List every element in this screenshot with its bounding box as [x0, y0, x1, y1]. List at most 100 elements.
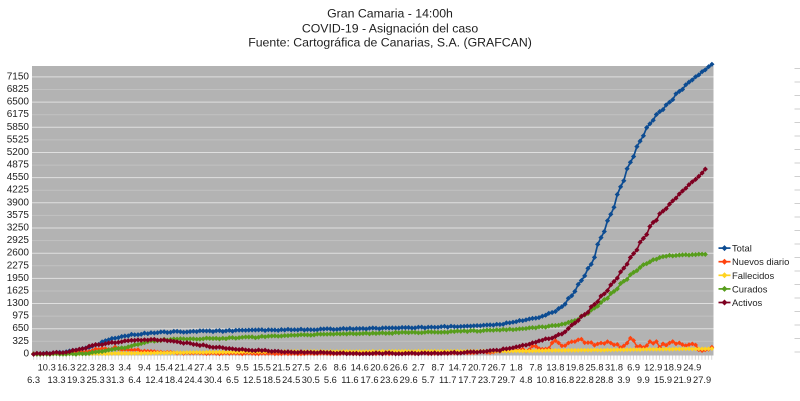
svg-text:14.6: 14.6 [351, 362, 369, 372]
svg-text:Fuente: Cartográfica de Canari: Fuente: Cartográfica de Canarias, S.A. (… [248, 36, 532, 50]
svg-text:3.4: 3.4 [118, 362, 131, 372]
svg-text:18.9: 18.9 [664, 362, 682, 372]
svg-text:15.5: 15.5 [253, 362, 271, 372]
svg-text:3575: 3575 [7, 210, 30, 221]
svg-text:11.7: 11.7 [439, 375, 456, 385]
svg-text:7150: 7150 [7, 71, 30, 82]
svg-text:1625: 1625 [7, 286, 30, 297]
svg-text:27.5: 27.5 [292, 362, 310, 372]
svg-text:24.5: 24.5 [282, 375, 300, 385]
svg-text:5850: 5850 [7, 122, 30, 133]
svg-text:0: 0 [23, 348, 29, 359]
svg-text:12.5: 12.5 [243, 375, 261, 385]
svg-text:4875: 4875 [7, 160, 30, 171]
svg-text:14.7: 14.7 [448, 362, 466, 372]
svg-text:16.3: 16.3 [57, 362, 75, 372]
svg-text:13.3: 13.3 [47, 375, 65, 385]
svg-text:Fallecidos: Fallecidos [732, 270, 775, 281]
svg-text:20.6: 20.6 [370, 362, 388, 372]
svg-text:31.3: 31.3 [106, 375, 124, 385]
svg-text:24.4: 24.4 [184, 375, 202, 385]
svg-text:Activos: Activos [732, 297, 763, 308]
svg-text:28.3: 28.3 [96, 362, 114, 372]
svg-text:9.4: 9.4 [138, 362, 151, 372]
svg-text:30.5: 30.5 [302, 375, 320, 385]
svg-text:29.7: 29.7 [497, 375, 515, 385]
svg-text:3.9: 3.9 [617, 375, 630, 385]
svg-text:18.5: 18.5 [263, 375, 281, 385]
svg-text:6.4: 6.4 [128, 375, 141, 385]
svg-text:6.9: 6.9 [627, 362, 640, 372]
svg-text:2275: 2275 [7, 260, 30, 271]
svg-text:4550: 4550 [7, 172, 30, 183]
svg-text:10.8: 10.8 [537, 375, 555, 385]
svg-text:650: 650 [12, 323, 29, 334]
svg-text:26.6: 26.6 [390, 362, 408, 372]
svg-text:3250: 3250 [7, 223, 30, 234]
svg-text:9.9: 9.9 [637, 375, 650, 385]
svg-text:20.7: 20.7 [468, 362, 486, 372]
svg-text:2.6: 2.6 [314, 362, 327, 372]
svg-text:1.8: 1.8 [510, 362, 523, 372]
svg-text:19.8: 19.8 [566, 362, 584, 372]
svg-text:8.6: 8.6 [334, 362, 347, 372]
svg-text:17.6: 17.6 [360, 375, 378, 385]
svg-text:27.9: 27.9 [693, 375, 711, 385]
svg-text:23.7: 23.7 [478, 375, 496, 385]
svg-text:5200: 5200 [7, 147, 30, 158]
svg-text:1300: 1300 [7, 298, 30, 309]
svg-text:21.5: 21.5 [272, 362, 290, 372]
svg-text:325: 325 [12, 336, 29, 347]
svg-text:8.7: 8.7 [432, 362, 445, 372]
svg-text:25.8: 25.8 [585, 362, 603, 372]
svg-text:5525: 5525 [7, 134, 30, 145]
svg-text:4.8: 4.8 [520, 375, 533, 385]
svg-text:30.4: 30.4 [204, 375, 222, 385]
svg-text:Total: Total [732, 243, 752, 254]
svg-text:12.4: 12.4 [145, 375, 163, 385]
svg-text:Curados: Curados [732, 283, 768, 294]
svg-text:4225: 4225 [7, 185, 30, 196]
svg-text:3900: 3900 [7, 197, 30, 208]
svg-text:2600: 2600 [7, 248, 30, 259]
svg-text:975: 975 [12, 311, 29, 322]
svg-text:23.6: 23.6 [380, 375, 398, 385]
svg-text:29.6: 29.6 [400, 375, 418, 385]
svg-text:28.8: 28.8 [595, 375, 613, 385]
svg-text:17.7: 17.7 [458, 375, 476, 385]
svg-text:6500: 6500 [7, 97, 30, 108]
svg-text:1950: 1950 [7, 273, 30, 284]
svg-text:15.9: 15.9 [654, 375, 672, 385]
svg-text:21.9: 21.9 [673, 375, 691, 385]
svg-text:22.8: 22.8 [576, 375, 594, 385]
svg-text:3.5: 3.5 [216, 362, 229, 372]
svg-text:25.3: 25.3 [87, 375, 105, 385]
svg-text:Gran Camaria - 14:00h: Gran Camaria - 14:00h [327, 7, 453, 21]
svg-text:12.9: 12.9 [644, 362, 662, 372]
svg-text:26.7: 26.7 [488, 362, 506, 372]
svg-text:9.5: 9.5 [236, 362, 249, 372]
svg-text:5.6: 5.6 [324, 375, 337, 385]
svg-text:22.3: 22.3 [77, 362, 95, 372]
svg-text:13.8: 13.8 [546, 362, 564, 372]
svg-text:COVID-19 - Asignación del caso: COVID-19 - Asignación del caso [302, 22, 479, 36]
svg-text:6825: 6825 [7, 84, 30, 95]
svg-text:5.7: 5.7 [422, 375, 435, 385]
svg-text:16.8: 16.8 [556, 375, 574, 385]
svg-text:6175: 6175 [7, 109, 30, 120]
svg-text:2925: 2925 [7, 235, 30, 246]
svg-text:10.3: 10.3 [38, 362, 56, 372]
svg-text:6.3: 6.3 [27, 375, 40, 385]
svg-text:18.4: 18.4 [165, 375, 183, 385]
svg-text:21.4: 21.4 [175, 362, 193, 372]
svg-text:27.4: 27.4 [194, 362, 212, 372]
svg-text:6.5: 6.5 [226, 375, 239, 385]
svg-text:7.8: 7.8 [529, 362, 542, 372]
svg-text:24.9: 24.9 [683, 362, 701, 372]
svg-text:2.7: 2.7 [412, 362, 425, 372]
svg-text:19.3: 19.3 [67, 375, 85, 385]
svg-text:11.6: 11.6 [341, 375, 358, 385]
svg-text:31.8: 31.8 [605, 362, 623, 372]
svg-text:15.4: 15.4 [155, 362, 173, 372]
svg-text:Nuevos diario: Nuevos diario [732, 256, 789, 267]
